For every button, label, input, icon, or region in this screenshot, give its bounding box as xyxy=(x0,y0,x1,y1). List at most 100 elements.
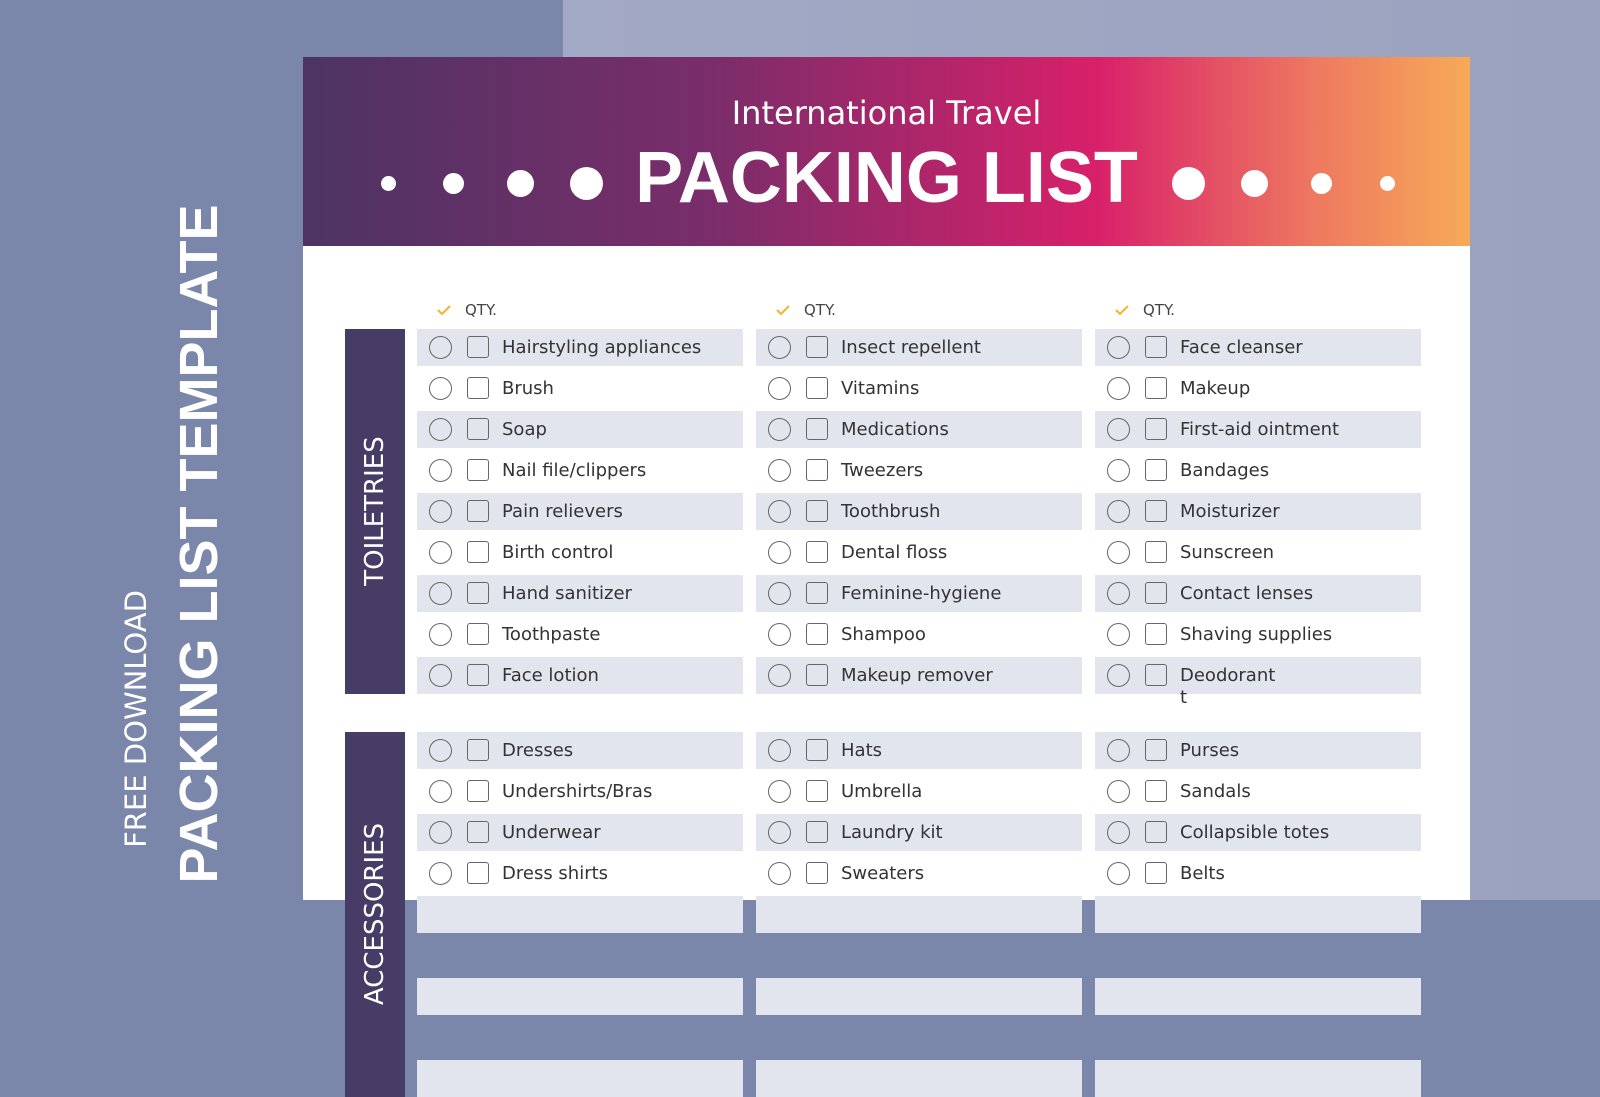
item-label: Hairstyling appliances xyxy=(502,337,702,358)
circle-checkbox xyxy=(768,664,791,687)
category-bar xyxy=(345,329,405,694)
circle-checkbox xyxy=(429,418,452,441)
category-label: ACCESSORIES xyxy=(360,822,390,1006)
qty-box xyxy=(467,780,489,802)
row-stripe xyxy=(756,411,1082,448)
qty-box xyxy=(1145,336,1167,358)
row-stripe xyxy=(756,732,1082,769)
check xyxy=(437,305,451,316)
item-label: Pain relievers xyxy=(502,501,623,522)
subtitle: International Travel xyxy=(731,94,1042,132)
screen: FREE DOWNLOAD PACKING LIST TEMPLATE Inte… xyxy=(119,0,1600,1097)
row-stripe xyxy=(417,329,743,366)
qty-box xyxy=(806,862,828,884)
row-stripe xyxy=(756,814,1082,851)
qty-box xyxy=(1145,862,1167,884)
circle-checkbox xyxy=(768,500,791,523)
row-stripe xyxy=(417,896,743,933)
circle-checkbox xyxy=(1107,377,1130,400)
row-stripe xyxy=(417,732,743,769)
row-stripe xyxy=(1095,978,1421,1015)
qty-box xyxy=(467,821,489,843)
item-label: Face cleanser xyxy=(1180,337,1303,358)
item-label: Sandals xyxy=(1180,781,1251,802)
circle-checkbox xyxy=(429,459,452,482)
circle-checkbox xyxy=(768,418,791,441)
item-label: Shaving supplies xyxy=(1180,624,1333,645)
row-stripe xyxy=(1095,732,1421,769)
item-label: Shampoo xyxy=(841,624,926,645)
qty-box xyxy=(1145,500,1167,522)
item-label: Nail file/clippers xyxy=(502,460,647,481)
dot xyxy=(1241,170,1268,197)
dot xyxy=(381,176,396,191)
qty-box xyxy=(806,821,828,843)
row-stripe xyxy=(417,814,743,851)
side-caption: FREE DOWNLOAD xyxy=(119,590,153,848)
qty-box xyxy=(806,623,828,645)
check-icon xyxy=(775,302,791,316)
qty-box xyxy=(1145,821,1167,843)
qty-box xyxy=(806,418,828,440)
circle-checkbox xyxy=(1107,821,1130,844)
row-stripe xyxy=(1095,329,1421,366)
row-stripe xyxy=(417,978,743,1015)
item-label: Brush xyxy=(502,378,554,399)
circle-checkbox xyxy=(1107,780,1130,803)
qty-box xyxy=(806,780,828,802)
circle-checkbox xyxy=(768,623,791,646)
qty-box xyxy=(1145,664,1167,686)
side-title: PACKING LIST TEMPLATE xyxy=(169,204,229,884)
qty-box xyxy=(806,459,828,481)
item-label: Dress shirts xyxy=(502,863,609,884)
row-stripe xyxy=(417,575,743,612)
item-label: Deodorant t xyxy=(1180,665,1276,708)
qty-box xyxy=(467,623,489,645)
item-label: Vitamins xyxy=(841,378,920,399)
circle-checkbox xyxy=(768,377,791,400)
item-label: Face lotion xyxy=(502,665,599,686)
qty-label: QTY. xyxy=(465,301,497,319)
circle-checkbox xyxy=(1107,739,1130,762)
qty-box xyxy=(1145,418,1167,440)
row-stripe xyxy=(756,1060,1082,1097)
circle-checkbox xyxy=(768,821,791,844)
circle-checkbox xyxy=(429,377,452,400)
circle-checkbox xyxy=(429,541,452,564)
item-label: Medications xyxy=(841,419,949,440)
dot xyxy=(1311,173,1332,194)
qty-box xyxy=(806,377,828,399)
circle-checkbox xyxy=(429,500,452,523)
item-label: Purses xyxy=(1180,740,1240,761)
qty-box xyxy=(1145,541,1167,563)
qty-box xyxy=(1145,459,1167,481)
item-label: Underwear xyxy=(502,822,601,843)
item-label: Belts xyxy=(1180,863,1225,884)
circle-checkbox xyxy=(768,739,791,762)
item-label: Hats xyxy=(841,740,883,761)
circle-checkbox xyxy=(1107,582,1130,605)
dot xyxy=(1172,167,1205,200)
qty-box xyxy=(467,377,489,399)
row-stripe xyxy=(1095,411,1421,448)
circle-checkbox xyxy=(1107,862,1130,885)
item-label: Collapsible totes xyxy=(1180,822,1330,843)
circle-checkbox xyxy=(429,862,452,885)
row-stripe xyxy=(417,657,743,694)
qty-box xyxy=(1145,780,1167,802)
row-stripe xyxy=(1095,896,1421,933)
item-label: Tweezers xyxy=(841,460,924,481)
qty-label: QTY. xyxy=(804,301,836,319)
row-stripe xyxy=(756,978,1082,1015)
row-stripe xyxy=(756,896,1082,933)
item-label: Birth control xyxy=(502,542,614,563)
item-label: Toothpaste xyxy=(502,624,601,645)
circle-checkbox xyxy=(429,336,452,359)
item-label: Insect repellent xyxy=(841,337,981,358)
qty-label: QTY. xyxy=(1143,301,1175,319)
item-label: Makeup remover xyxy=(841,665,993,686)
item-label: Umbrella xyxy=(841,781,923,802)
qty-box xyxy=(467,541,489,563)
circle-checkbox xyxy=(429,739,452,762)
qty-box xyxy=(467,418,489,440)
